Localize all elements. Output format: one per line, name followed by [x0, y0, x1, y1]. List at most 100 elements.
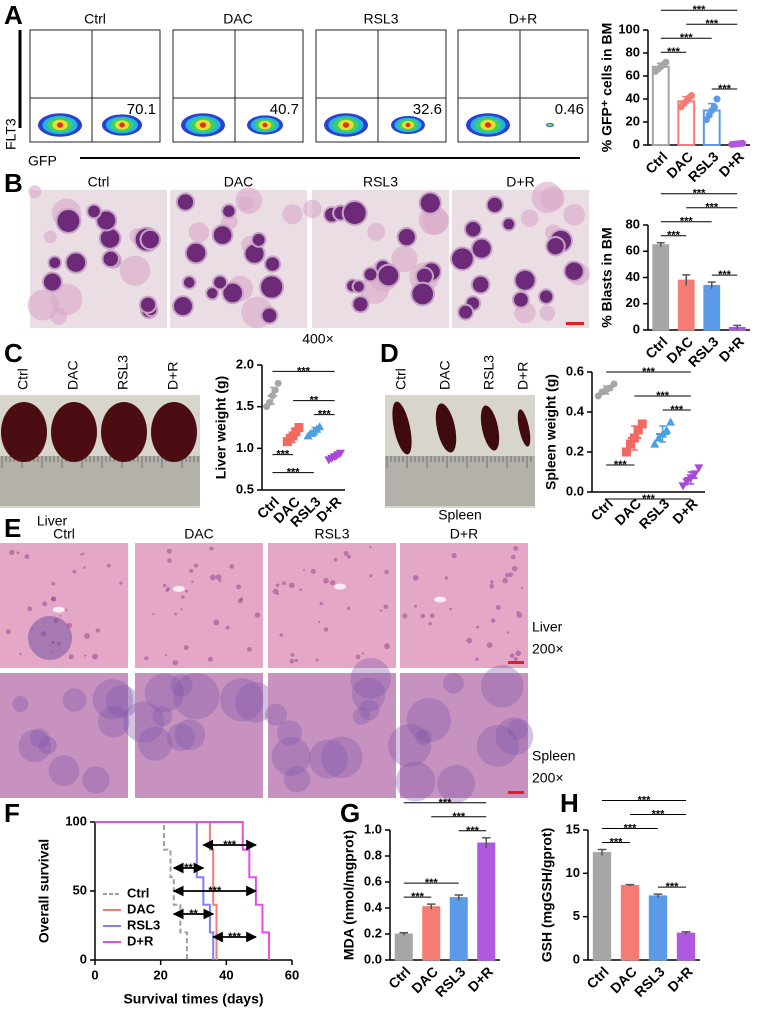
- x-tick-label: D+R: [716, 333, 747, 364]
- cell: [47, 255, 63, 271]
- data-point: [315, 422, 325, 431]
- significance-label: ***: [642, 366, 656, 378]
- tissue-texture: [299, 588, 302, 591]
- group-label: Ctrl: [88, 174, 110, 190]
- tissue-texture: [308, 739, 348, 779]
- tissue-texture: [509, 653, 515, 658]
- tissue-texture: [351, 677, 386, 712]
- y-tick-label: 60: [626, 243, 640, 258]
- y-tick-label: 100: [618, 21, 640, 36]
- tissue-texture: [289, 658, 295, 664]
- tissue-texture: [513, 545, 519, 552]
- cell: [511, 290, 530, 309]
- tissue-texture: [320, 736, 363, 779]
- tissue-texture: [511, 565, 518, 572]
- flow-density: [484, 122, 492, 128]
- bar: [676, 932, 696, 961]
- x-tick-label: D+R: [465, 963, 496, 994]
- cell: [263, 255, 282, 273]
- tissue-texture: [16, 551, 20, 555]
- tissue-texture: [369, 546, 372, 549]
- significance-label: ***: [425, 877, 439, 889]
- tissue-texture: [406, 698, 451, 743]
- cell: [351, 295, 370, 314]
- group-label: RSL3: [363, 174, 398, 190]
- cell: [260, 306, 279, 325]
- group-label: RSL3: [481, 355, 497, 390]
- tissue-texture: [283, 765, 311, 793]
- bar: [477, 842, 496, 961]
- cell: [98, 227, 122, 250]
- histology-image: [400, 543, 528, 668]
- legend-label: Ctrl: [127, 885, 149, 900]
- data-point: [686, 474, 696, 483]
- tissue-texture: [83, 566, 86, 569]
- tissue-texture: [384, 643, 390, 650]
- tissue-texture: [428, 622, 432, 626]
- tissue-texture: [218, 579, 222, 583]
- tissue-texture: [38, 736, 57, 755]
- significance-label: ***: [466, 825, 480, 837]
- y-tick-label: 60: [626, 67, 640, 82]
- cell: [86, 203, 102, 220]
- legend-label: RSL3: [127, 917, 160, 932]
- tissue-texture: [511, 554, 516, 560]
- tissue-texture: [189, 568, 194, 573]
- cell: [457, 303, 475, 321]
- spleen: [435, 403, 457, 453]
- y-tick-label: 0: [633, 136, 640, 151]
- data-point: [625, 439, 635, 449]
- tissue-texture: [51, 581, 56, 586]
- y-tick-label: 40: [626, 269, 640, 284]
- significance-label: ***: [287, 467, 301, 479]
- tissue-texture: [180, 595, 185, 599]
- tissue-texture: [236, 584, 242, 590]
- tissue-texture: [24, 554, 30, 560]
- tissue-texture: [105, 685, 139, 718]
- panel-label: A: [4, 0, 23, 30]
- significance-label: **: [310, 395, 319, 407]
- cell: [470, 237, 493, 260]
- group-label: Ctrl: [393, 368, 409, 390]
- data-point: [713, 95, 721, 103]
- y-tick-label: 0.0: [364, 951, 382, 966]
- tissue-texture: [225, 625, 230, 630]
- cell: [351, 279, 366, 294]
- tissue-texture: [167, 558, 172, 563]
- cell: [55, 207, 82, 234]
- smear-background: [539, 305, 556, 321]
- data-point: [335, 449, 345, 458]
- y-axis-label: % Blasts in BM: [599, 227, 615, 327]
- bar: [394, 933, 413, 961]
- tissue-texture: [123, 701, 165, 743]
- tissue-texture: [480, 664, 524, 708]
- tissue-texture: [12, 695, 29, 713]
- tissue-texture: [384, 569, 389, 575]
- tissue-texture: [152, 706, 173, 727]
- tissue-texture: [476, 724, 519, 767]
- tissue-texture: [323, 577, 329, 584]
- tissue-texture: [294, 658, 298, 663]
- group-label: Ctrl: [53, 526, 75, 542]
- scale-bar: [566, 322, 584, 325]
- cell: [184, 241, 208, 265]
- group-label: D+R: [515, 362, 531, 390]
- spleen: [480, 405, 500, 451]
- data-point: [666, 417, 676, 426]
- data-point: [678, 482, 688, 491]
- y-tick-label: 100: [65, 813, 87, 828]
- tissue-texture: [106, 563, 111, 568]
- significance-label: ***: [276, 449, 290, 461]
- smear-background: [28, 185, 42, 199]
- cell: [418, 191, 442, 215]
- significance-label: ***: [666, 881, 680, 893]
- cell: [563, 260, 585, 282]
- liver: [101, 402, 147, 462]
- x-axis-label: Survival times (days): [123, 991, 263, 1007]
- group-label: D+R: [506, 174, 534, 190]
- tissue-texture: [466, 637, 473, 644]
- significance-label: ***: [439, 797, 453, 809]
- tissue-label: Liver: [532, 619, 563, 635]
- smear-background: [282, 204, 303, 225]
- panel-label: G: [340, 798, 360, 828]
